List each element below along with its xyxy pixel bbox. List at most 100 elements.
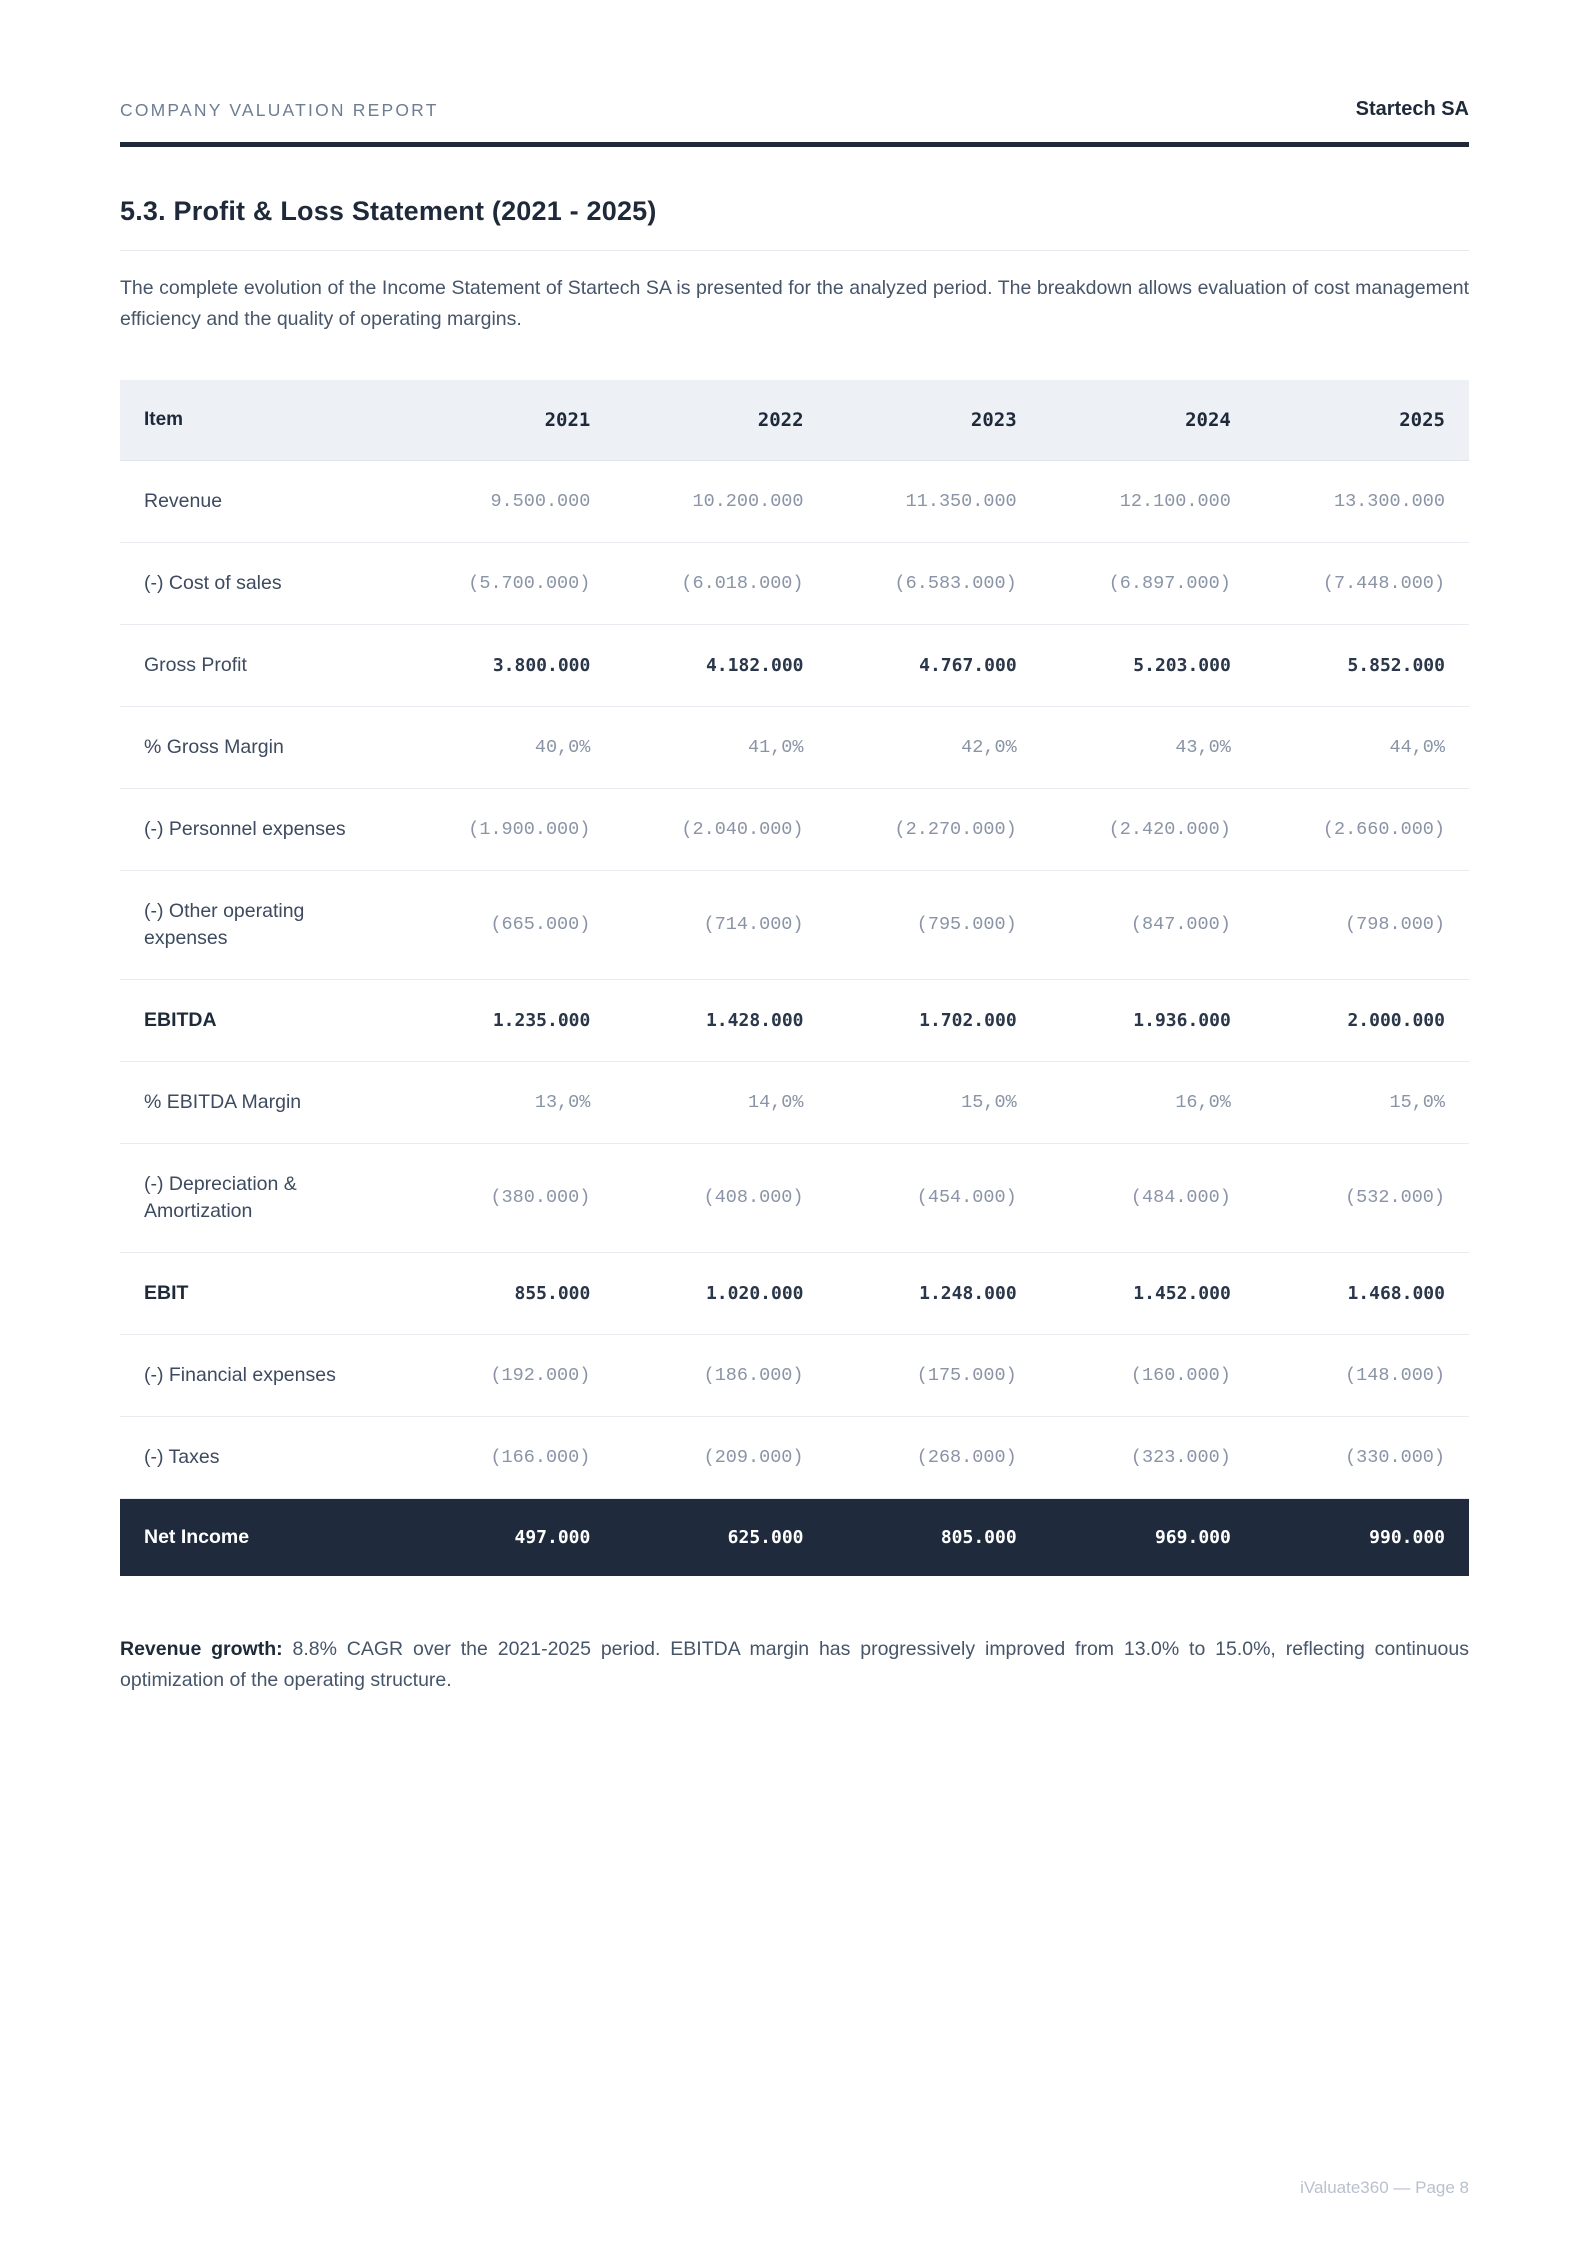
- value-cell: 5.203.000: [1040, 624, 1255, 707]
- year-column-header: 2022: [614, 380, 828, 461]
- year-column-header: 2025: [1254, 380, 1469, 461]
- value-cell: 44,0%: [1254, 706, 1469, 789]
- table-row: (-) Cost of sales (5.700.000) (6.018.000)(…: [120, 542, 1469, 625]
- value-cell: (6.897.000): [1040, 542, 1255, 625]
- value-cell: (2.420.000): [1040, 788, 1255, 871]
- table-row: (-) Other operating expenses (665.000) (71…: [120, 870, 1469, 980]
- value-cell: 13.300.000: [1254, 460, 1469, 543]
- value-cell: 3.800.000: [401, 624, 615, 707]
- row-label: (-) Personnel expenses: [120, 788, 402, 871]
- table-row: (-) Taxes (166.000) (209.000) (268.000) (323…: [120, 1416, 1469, 1499]
- section-title-divider: [120, 250, 1469, 251]
- row-label: EBIT: [120, 1252, 402, 1335]
- value-cell: 9.500.000: [401, 460, 615, 543]
- table-row: Net Income 497.000 625.000 805.000 969.000 99…: [120, 1498, 1469, 1576]
- value-cell: (532.000): [1254, 1143, 1469, 1253]
- value-cell: (6.583.000): [827, 542, 1041, 625]
- value-cell: (1.900.000): [401, 788, 615, 871]
- value-cell: 14,0%: [614, 1061, 828, 1144]
- value-cell: 10.200.000: [614, 460, 828, 543]
- table-row: % Gross Margin 40,0% 41,0% 42,0% 43,0% 44,0%: [120, 706, 1469, 789]
- year-column-header: 2021: [401, 380, 615, 461]
- section-title: 5.3. Profit & Loss Statement (2021 - 202…: [120, 196, 657, 226]
- value-cell: (2.660.000): [1254, 788, 1469, 871]
- note-paragraph: Revenue growth: 8.8% CAGR over the 2021-…: [120, 1634, 1469, 1696]
- value-cell: (5.700.000): [401, 542, 615, 625]
- value-cell: 1.428.000: [614, 979, 828, 1062]
- value-cell: (380.000): [401, 1143, 615, 1253]
- value-cell: 5.852.000: [1254, 624, 1469, 707]
- value-cell: (665.000): [401, 870, 615, 980]
- value-cell: (714.000): [614, 870, 828, 980]
- value-cell: 15,0%: [827, 1061, 1041, 1144]
- value-cell: (7.448.000): [1254, 542, 1469, 625]
- value-cell: 41,0%: [614, 706, 828, 789]
- value-cell: (798.000): [1254, 870, 1469, 980]
- value-cell: (175.000): [827, 1334, 1041, 1417]
- row-label: (-) Other operating expenses: [120, 870, 402, 980]
- value-cell: (268.000): [827, 1416, 1041, 1499]
- header-rule: [120, 142, 1469, 147]
- value-cell: (454.000): [827, 1143, 1041, 1253]
- row-label: % EBITDA Margin: [120, 1061, 402, 1144]
- table-row: (-) Personnel expenses (1.900.000) (2.040.…: [120, 788, 1469, 871]
- company-name: Startech SA: [1355, 98, 1469, 120]
- row-label: (-) Cost of sales: [120, 542, 402, 625]
- value-cell: (323.000): [1040, 1416, 1255, 1499]
- value-cell: 13,0%: [401, 1061, 615, 1144]
- value-cell: 1.248.000: [827, 1252, 1041, 1335]
- value-cell: (148.000): [1254, 1334, 1469, 1417]
- value-cell: (186.000): [614, 1334, 828, 1417]
- value-cell: (847.000): [1040, 870, 1255, 980]
- value-cell: 1.702.000: [827, 979, 1041, 1062]
- value-cell: (6.018.000): [614, 542, 828, 625]
- value-cell: 42,0%: [827, 706, 1041, 789]
- row-label: (-) Depreciation & Amortization: [120, 1143, 402, 1253]
- value-cell: 12.100.000: [1040, 460, 1255, 543]
- table-row: % EBITDA Margin 13,0% 14,0% 15,0% 16,0% 15,0%: [120, 1061, 1469, 1144]
- profit-loss-table: Item 2021 2022 2023 2024 2025 Revenue 9.500.00…: [120, 380, 1469, 1576]
- value-cell: 1.020.000: [614, 1252, 828, 1335]
- value-cell: 43,0%: [1040, 706, 1255, 789]
- value-cell: 15,0%: [1254, 1061, 1469, 1144]
- value-cell: 4.182.000: [614, 624, 828, 707]
- row-label: (-) Financial expenses: [120, 1334, 402, 1417]
- row-label: % Gross Margin: [120, 706, 402, 789]
- value-cell: 11.350.000: [827, 460, 1041, 543]
- value-cell: 990.000: [1254, 1498, 1469, 1576]
- value-cell: (209.000): [614, 1416, 828, 1499]
- value-cell: (160.000): [1040, 1334, 1255, 1417]
- report-type-label: COMPANY VALUATION REPORT: [120, 100, 439, 120]
- table-row: Gross Profit 3.800.000 4.182.000 4.767.000 5…: [120, 624, 1469, 707]
- year-column-header: 2024: [1040, 380, 1255, 461]
- value-cell: (192.000): [401, 1334, 615, 1417]
- value-cell: (166.000): [401, 1416, 615, 1499]
- row-label: Gross Profit: [120, 624, 402, 707]
- table-header: Item 2021 2022 2023 2024 2025: [120, 380, 1469, 461]
- value-cell: 1.936.000: [1040, 979, 1255, 1062]
- table-row: (-) Depreciation & Amortization (380.000)…: [120, 1143, 1469, 1253]
- table-body: Revenue 9.500.000 10.200.000 11.350.000 12.1…: [120, 460, 1469, 1576]
- intro-paragraph: The complete evolution of the Income Sta…: [120, 277, 1469, 330]
- page-footer: iValuate360 — Page 8: [1300, 2178, 1469, 2197]
- value-cell: 805.000: [827, 1498, 1041, 1576]
- row-label: (-) Taxes: [120, 1416, 402, 1499]
- table-row: Revenue 9.500.000 10.200.000 11.350.000 12.1…: [120, 460, 1469, 543]
- value-cell: (795.000): [827, 870, 1041, 980]
- value-cell: 855.000: [401, 1252, 615, 1335]
- table-row: EBITDA 1.235.000 1.428.000 1.702.000 1.936.0…: [120, 979, 1469, 1062]
- value-cell: 625.000: [614, 1498, 828, 1576]
- value-cell: (408.000): [614, 1143, 828, 1253]
- value-cell: 497.000: [401, 1498, 615, 1576]
- value-cell: 1.452.000: [1040, 1252, 1255, 1335]
- value-cell: 1.468.000: [1254, 1252, 1469, 1335]
- value-cell: (484.000): [1040, 1143, 1255, 1253]
- value-cell: (2.270.000): [827, 788, 1041, 871]
- row-label: Net Income: [120, 1498, 402, 1576]
- row-label: EBITDA: [120, 979, 402, 1062]
- value-cell: 2.000.000: [1254, 979, 1469, 1062]
- value-cell: 969.000: [1040, 1498, 1255, 1576]
- table-row: (-) Financial expenses (192.000) (186.000)…: [120, 1334, 1469, 1417]
- value-cell: (330.000): [1254, 1416, 1469, 1499]
